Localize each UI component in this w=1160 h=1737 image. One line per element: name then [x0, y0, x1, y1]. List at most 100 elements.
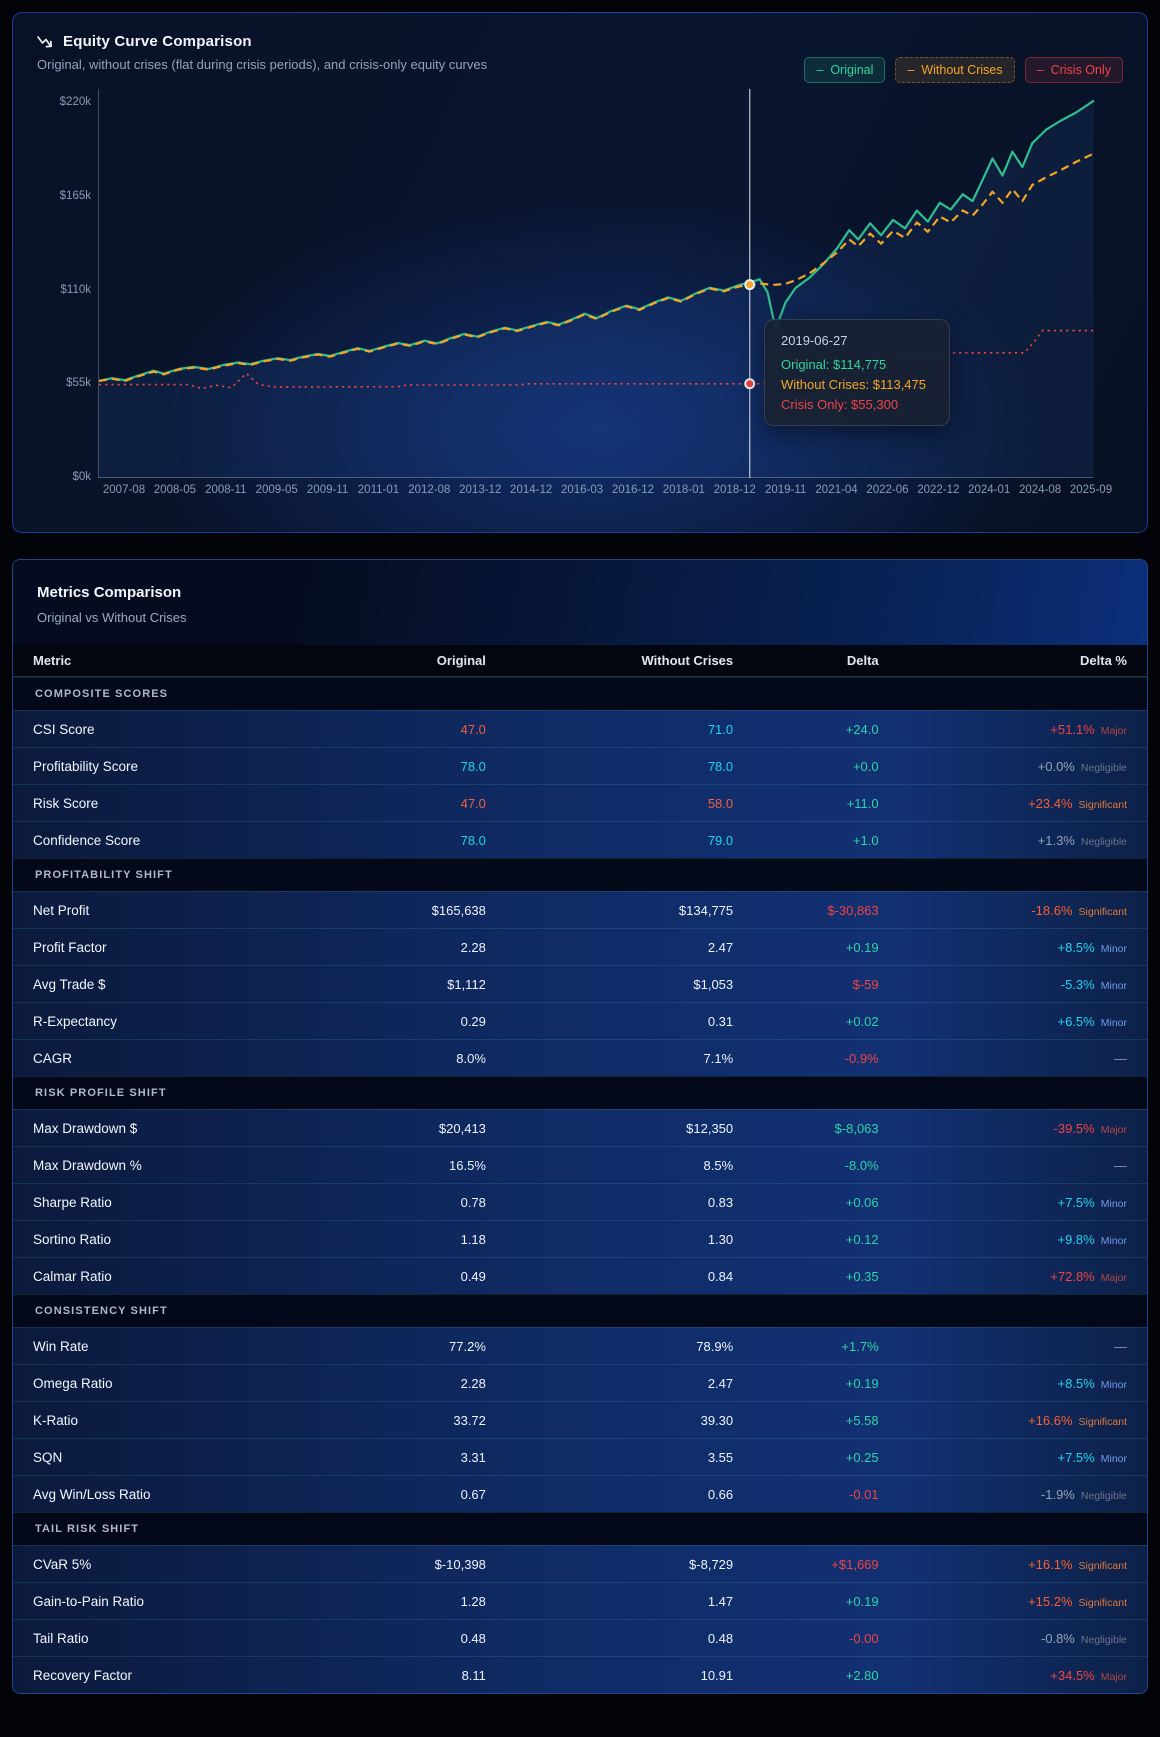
x-tick-label: 2016-12: [611, 484, 655, 496]
x-tick-label: 2011-01: [357, 484, 400, 496]
y-tick-label: $220k: [59, 96, 91, 109]
delta-pct-cell: —: [879, 1051, 1127, 1066]
table-row-recovery-factor: Recovery Factor 8.11 10.91 +2.80 +34.5% Major: [13, 1656, 1147, 1693]
column-header-delta: Delta: [846, 653, 879, 668]
column-header-delta-: Delta %: [1080, 653, 1127, 668]
original-value: 8.0%: [456, 1050, 486, 1066]
delta-value: +0.19: [845, 939, 879, 955]
delta-value: +2.80: [845, 1667, 879, 1683]
delta-pct-value: +6.5%: [1057, 1013, 1095, 1029]
table-row-k-ratio: K-Ratio 33.72 39.30 +5.58 +16.6% Significant: [13, 1401, 1147, 1438]
tooltip-line-without-crises: Without Crises: $113,475: [781, 377, 926, 392]
original-value: 47.0: [460, 795, 486, 811]
chart-tooltip: 2019-06-27 Original: $114,775 Without Cri…: [764, 319, 950, 426]
delta-value: +11.0: [846, 795, 879, 811]
y-tick-label: $165k: [59, 189, 91, 202]
chart-title: Equity Curve Comparison: [63, 33, 252, 50]
legend-chip-original[interactable]: – Original: [804, 57, 886, 83]
metric-name: Max Drawdown %: [33, 1157, 142, 1173]
legend-dash-icon: –: [1036, 63, 1044, 77]
magnitude-badge: Significant: [1078, 905, 1127, 918]
magnitude-badge: Minor: [1100, 942, 1127, 955]
section-header-tail-risk-shift: TAIL RISK SHIFT: [13, 1512, 1147, 1545]
original-value: 78.0: [460, 758, 486, 774]
magnitude-badge: Negligible: [1080, 1633, 1127, 1646]
delta-value: +$1,669: [831, 1556, 879, 1572]
delta-pct-value: +7.5%: [1057, 1449, 1095, 1465]
without-crises-value: 8.5%: [703, 1157, 734, 1173]
table-row-calmar-ratio: Calmar Ratio 0.49 0.84 +0.35 +72.8% Major: [13, 1257, 1147, 1294]
table-row-cvar-5-: CVaR 5% $-10,398 $-8,729 +$1,669 +16.1% Signi…: [13, 1545, 1147, 1582]
delta-pct-cell: +72.8% Major: [879, 1269, 1127, 1284]
without-crises-value: 0.66: [707, 1486, 734, 1502]
delta-pct-cell: -18.6% Significant: [879, 903, 1127, 918]
original-value: 0.78: [460, 1194, 486, 1210]
without-crises-value: 7.1%: [703, 1050, 734, 1066]
x-tick-label: 2008-05: [153, 484, 196, 496]
x-tick-label: 2008-11: [205, 484, 247, 496]
magnitude-badge: Major: [1100, 1123, 1127, 1136]
magnitude-badge: Significant: [1078, 1596, 1127, 1609]
original-value: 0.29: [460, 1013, 486, 1029]
crosshair-marker-without-crises: [744, 279, 756, 291]
without-crises-value: $-8,729: [689, 1556, 734, 1572]
delta-pct-value: +7.5%: [1057, 1194, 1095, 1210]
table-title: Metrics Comparison: [37, 584, 182, 601]
metric-name: Recovery Factor: [33, 1667, 133, 1683]
magnitude-badge: Minor: [1100, 1378, 1127, 1391]
table-row-profitability-score: Profitability Score 78.0 78.0 +0.0 +0.0% Negl…: [13, 747, 1147, 784]
table-row-avg-win-loss-ratio: Avg Win/Loss Ratio 0.67 0.66 -0.01 -1.9% Negl…: [13, 1475, 1147, 1512]
original-value: 33.72: [453, 1412, 486, 1428]
table-row-sqn: SQN 3.31 3.55 +0.25 +7.5% Minor: [13, 1438, 1147, 1475]
original-value: 8.11: [461, 1667, 486, 1683]
x-tick-label: 2018-12: [713, 484, 756, 496]
x-tick-label: 2018-01: [662, 484, 705, 496]
x-tick-label: 2013-12: [459, 484, 502, 496]
chart-subtitle: Original, without crises (flat during cr…: [37, 57, 488, 72]
metric-name: Profitability Score: [33, 758, 139, 774]
delta-pct-value: +34.5%: [1050, 1667, 1095, 1683]
chart-header: Equity Curve Comparison Original, withou…: [13, 13, 1147, 72]
delta-value: -0.01: [849, 1486, 879, 1502]
magnitude-badge: Minor: [1100, 1452, 1127, 1465]
table-row-max-drawdown-: Max Drawdown % 16.5% 8.5% -8.0% —: [13, 1146, 1147, 1183]
without-crises-value: $134,775: [678, 902, 734, 918]
without-crises-value: 2.47: [707, 939, 734, 955]
table-row-r-expectancy: R-Expectancy 0.29 0.31 +0.02 +6.5% Minor: [13, 1002, 1147, 1039]
table-subtitle: Original vs Without Crises: [37, 610, 187, 625]
equity-curve-icon: [37, 35, 54, 49]
legend-dash-icon: –: [907, 63, 915, 77]
legend-chip-crisis-only[interactable]: – Crisis Only: [1024, 57, 1123, 83]
section-header-profitability-shift: PROFITABILITY SHIFT: [13, 858, 1147, 891]
y-tick-label: $110k: [60, 283, 91, 296]
delta-pct-value: +8.5%: [1057, 1375, 1095, 1391]
column-header-without-crises: Without Crises: [641, 653, 734, 668]
without-crises-value: $12,350: [686, 1120, 734, 1136]
original-value: 16.5%: [449, 1157, 486, 1173]
without-crises-value: 10.91: [700, 1667, 734, 1683]
x-tick-label: 2007-08: [102, 484, 146, 496]
metric-name: Confidence Score: [33, 832, 141, 848]
legend-chip-without-crises[interactable]: – Without Crises: [895, 57, 1015, 83]
delta-pct-cell: +16.1% Significant: [879, 1557, 1127, 1572]
delta-pct-value: —: [1114, 1338, 1127, 1354]
table-column-header: Metric Original Without Crises Delta Delta %: [13, 645, 1147, 677]
delta-value: +0.19: [845, 1593, 879, 1609]
delta-pct-value: —: [1114, 1050, 1127, 1066]
table-header: Metrics Comparison Original vs Without C…: [13, 560, 1147, 645]
x-tick-label: 2024-01: [968, 484, 1011, 496]
original-value: 1.28: [460, 1593, 486, 1609]
without-crises-value: 58.0: [707, 795, 734, 811]
delta-value: +0.19: [845, 1375, 879, 1391]
original-value: 0.67: [460, 1486, 486, 1502]
magnitude-badge: Minor: [1100, 1234, 1127, 1247]
without-crises-value: 79.0: [707, 832, 734, 848]
y-tick-label: $0k: [72, 471, 91, 483]
without-crises-value: 0.84: [707, 1268, 734, 1284]
delta-value: $-59: [852, 976, 879, 992]
x-tick-label: 2021-04: [815, 484, 858, 496]
original-value: $20,413: [438, 1120, 486, 1136]
metric-name: Profit Factor: [33, 939, 107, 955]
table-row-confidence-score: Confidence Score 78.0 79.0 +1.0 +1.3% Negligi…: [13, 821, 1147, 858]
without-crises-value: 0.48: [707, 1630, 734, 1646]
